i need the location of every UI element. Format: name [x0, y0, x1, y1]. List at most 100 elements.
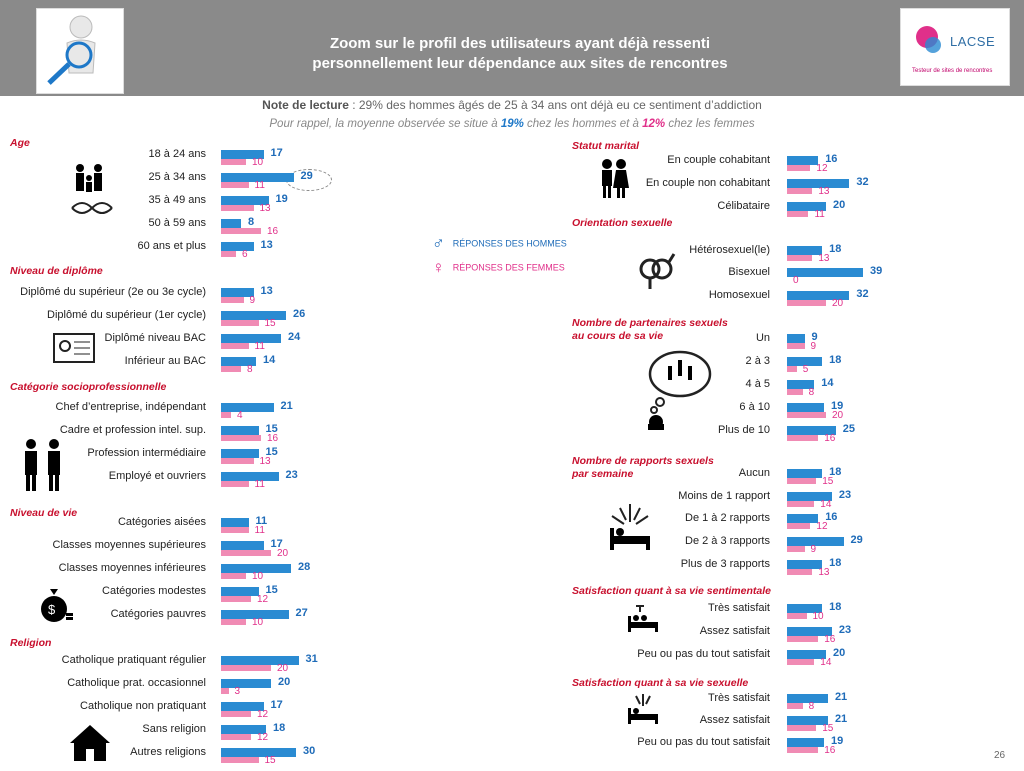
bed-activity-icon: [606, 500, 654, 559]
section-title: Nombre de rapports sexuels par semaine: [572, 455, 714, 480]
bar-women: [787, 703, 803, 709]
bar-men: [221, 242, 254, 251]
bar-men: [787, 650, 826, 659]
value-label-women: 20: [277, 548, 289, 559]
page-title: Zoom sur le profil des utilisateurs ayan…: [200, 34, 840, 74]
value-label-women: 13: [818, 253, 830, 264]
value-label-men: 21: [834, 713, 848, 725]
bar-men: [787, 627, 832, 636]
category-label: Catholique pratiquant régulier: [61, 654, 206, 666]
category-label: Plus de 3 rapports: [680, 558, 770, 570]
value-label-men: 20: [833, 647, 846, 659]
reminder-part2: chez les hommes et à: [523, 118, 643, 130]
bed-activity-icon: [626, 692, 660, 731]
value-label-men: 20: [833, 199, 846, 211]
bar-women: [787, 255, 813, 261]
bar-men: [221, 403, 274, 412]
value-label-women: 13: [259, 203, 271, 214]
legend-women: ♀ RÉPONSES DES FEMMES: [432, 258, 565, 278]
value-label-women: 15: [822, 723, 834, 734]
bar-women: [221, 527, 249, 533]
diploma-icon: [52, 332, 96, 369]
value-label-men: 21: [280, 400, 293, 412]
magnifier-figure-icon: [36, 8, 124, 94]
category-label: Classes moyennes supérieures: [52, 539, 206, 551]
bar-women: [221, 619, 246, 625]
average-reminder: Pour rappel, la moyenne observée se situ…: [0, 118, 1024, 130]
category-label: 60 ans et plus: [137, 240, 207, 252]
value-label-men: 13: [260, 285, 273, 297]
value-label-women: 11: [254, 180, 265, 191]
value-label-women: 16: [824, 433, 836, 444]
value-label-women: 11: [254, 479, 265, 490]
reminder-part1: Pour rappel, la moyenne observée se situ…: [269, 118, 501, 130]
bar-women: [221, 435, 261, 441]
category-label: 18 à 24 ans: [148, 148, 207, 160]
bar-men: [787, 694, 828, 703]
category-label: 50 à 59 ans: [148, 217, 207, 229]
value-label-men: 24: [288, 331, 301, 343]
bar-women: [787, 165, 811, 171]
value-label-women: 14: [820, 657, 832, 668]
value-label-men: 9: [811, 331, 818, 343]
bar-women: [787, 366, 797, 372]
value-label-women: 5: [802, 364, 809, 375]
section-title: Religion: [10, 637, 52, 649]
category-label: Hétérosexuel(le): [689, 244, 770, 256]
bar-women: [787, 300, 826, 306]
bar-men: [787, 357, 823, 366]
bar-women: [787, 435, 819, 441]
category-label: Célibataire: [717, 200, 770, 212]
bar-men: [221, 610, 289, 619]
category-label: Sans religion: [142, 723, 206, 735]
category-label: Moins de 1 rapport: [678, 490, 770, 502]
section-title: Nombre de partenaires sexuels au cours de…: [572, 317, 728, 342]
bar-men: [221, 518, 249, 527]
value-label-women: 20: [277, 663, 289, 674]
bar-women: [787, 412, 826, 418]
bar-women: [787, 188, 813, 194]
value-label-men: 39: [870, 265, 883, 277]
bar-men: [221, 656, 299, 665]
category-label: Très satisfait: [708, 692, 770, 704]
value-label-men: 23: [285, 469, 298, 481]
section-title: Age: [10, 137, 30, 149]
workers-icon: [20, 437, 66, 498]
bar-men: [787, 738, 825, 747]
value-label-women: 20: [832, 410, 844, 421]
bar-men: [787, 246, 823, 255]
bar-women: [221, 412, 231, 418]
value-label-men: 15: [265, 584, 278, 596]
logo-subtitle: Testeur de sites de rencontres: [912, 68, 993, 74]
category-label: Catégories aisées: [117, 516, 206, 528]
bar-men: [787, 403, 825, 412]
value-label-women: 13: [818, 567, 830, 578]
bar-men: [221, 748, 296, 757]
women-average: 12%: [642, 118, 666, 130]
bar-men: [221, 587, 259, 596]
bed-couple-icon: [626, 604, 660, 639]
bar-women: [787, 659, 815, 665]
bar-men: [221, 449, 259, 458]
bar-women: [221, 711, 251, 717]
value-label-women: 11: [254, 525, 265, 536]
bar-men: [221, 541, 264, 550]
bar-women: [787, 636, 819, 642]
bar-women: [787, 569, 813, 575]
value-label-men: 14: [263, 354, 276, 366]
value-label-men: 23: [838, 489, 852, 501]
value-label-men: 17: [270, 538, 283, 550]
church-icon: [68, 723, 112, 768]
category-label: Homosexuel: [708, 289, 770, 301]
category-label: Très satisfait: [708, 602, 770, 614]
category-label: Aucun: [738, 467, 770, 479]
value-label-men: 20: [278, 676, 291, 688]
category-label: 2 à 3: [745, 355, 770, 367]
value-label-men: 18: [273, 722, 286, 734]
value-label-women: 8: [808, 387, 815, 398]
value-label-women: 9: [249, 295, 256, 306]
couple-icon: [598, 158, 630, 205]
value-label-men: 18: [829, 466, 842, 478]
bar-men: [221, 679, 271, 688]
bar-men: [221, 426, 259, 435]
